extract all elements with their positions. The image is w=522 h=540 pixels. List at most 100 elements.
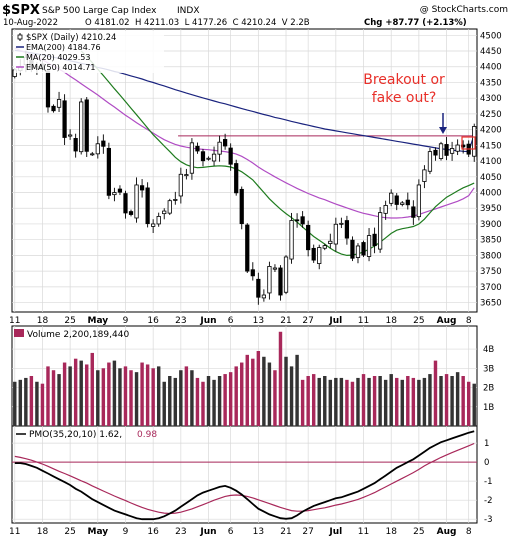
volume-bar <box>201 381 205 426</box>
volume-tick-label: 3B <box>483 364 494 374</box>
candle <box>328 233 333 249</box>
volume-bar <box>466 381 471 426</box>
volume-bar <box>395 377 399 426</box>
candle <box>184 168 189 180</box>
volume-bar <box>439 376 443 426</box>
volume-tick-label: 1B <box>483 403 494 413</box>
candle <box>206 156 211 161</box>
volume-bar <box>433 360 438 426</box>
volume-bar <box>35 381 39 426</box>
ema50-line <box>14 47 475 219</box>
x-tick-label: 13 <box>253 527 264 537</box>
x-tick-label: 13 <box>253 316 264 326</box>
volume-bar <box>68 366 72 426</box>
volume-bar <box>85 364 89 426</box>
candle <box>261 289 266 302</box>
volume-bar <box>145 364 150 426</box>
candle <box>178 167 183 204</box>
annotation-line1: Breakout or <box>363 72 445 88</box>
price-tick-label: 3750 <box>480 267 502 277</box>
pmo-line <box>14 430 475 521</box>
exchange-label: INDX <box>177 6 199 16</box>
date-label: 10-Aug-2022 <box>3 18 58 28</box>
volume-tick-label: 4B <box>483 345 494 355</box>
candle <box>101 134 106 154</box>
pmo-lines <box>14 430 475 521</box>
volume-bar <box>411 377 416 426</box>
candle <box>56 91 62 113</box>
x-tick-label: 23 <box>175 316 186 326</box>
candle <box>84 97 89 157</box>
candle <box>106 142 111 200</box>
volume-bar <box>284 356 288 426</box>
x-tick-label: 11 <box>9 316 20 326</box>
x-tick-label: 9 <box>123 527 129 537</box>
x-tick-label: Aug <box>437 527 457 537</box>
candle <box>45 68 51 113</box>
volume-bar <box>300 379 305 426</box>
candle <box>162 208 167 220</box>
volume-bar <box>345 379 349 426</box>
candle <box>383 200 388 220</box>
x-tick-label: 23 <box>175 527 186 537</box>
x-tick-label: 18 <box>385 527 397 537</box>
volume-bar <box>107 362 111 426</box>
x-tick-label: 27 <box>302 316 313 326</box>
volume-bar <box>378 376 382 426</box>
candle <box>278 265 283 301</box>
candle <box>444 136 449 161</box>
volume-bar <box>389 374 393 426</box>
x-axis-bottom: 11 18 25 May 9 16 23 Jun 6 13 21 27 Jul 11 18 25 Aug 8 <box>9 527 472 537</box>
volume-bar <box>57 374 61 426</box>
candle <box>128 209 134 217</box>
volume-bar <box>256 351 261 426</box>
candle <box>317 244 322 270</box>
candle <box>234 159 239 196</box>
volume-bar <box>96 370 100 426</box>
x-tick-label: 16 <box>147 316 159 326</box>
volume-bar <box>151 368 155 426</box>
candle <box>256 272 261 305</box>
volume-label-group: Volume 2,200,189,440 <box>14 329 129 340</box>
pmo-tick-label: 1 <box>484 439 489 449</box>
volume-bar <box>323 376 327 426</box>
volume-bar <box>273 370 277 426</box>
volume-bar <box>134 372 139 426</box>
candle <box>394 193 399 211</box>
volume-tick-label: 2B <box>483 384 494 394</box>
volume-bar <box>156 366 161 426</box>
x-tick-label: 11 <box>358 316 369 326</box>
volume-bar <box>40 383 45 426</box>
change-value: Chg +87.77 (+2.13%) <box>364 18 467 28</box>
pmo-tick-label: -2 <box>484 496 492 506</box>
volume-label: Volume 2,200,189,440 <box>27 330 129 340</box>
x-tick-label: 18 <box>37 316 49 326</box>
volume-bar <box>406 376 410 426</box>
volume-bar <box>223 374 227 426</box>
volume-bar <box>234 366 238 426</box>
candle <box>195 142 200 154</box>
candle <box>311 244 316 263</box>
price-tick-label: 4450 <box>480 47 502 57</box>
volume-bar <box>162 381 166 426</box>
candle <box>211 146 217 166</box>
volume-bar <box>24 377 28 426</box>
x-tick-label: Jun <box>199 316 216 326</box>
volume-bar <box>251 358 255 426</box>
volume-bar <box>212 379 216 426</box>
axis-labels: 3650 3700 3750 3800 3850 3900 3950 4000 4050 4100… <box>480 31 502 525</box>
pmo-panel <box>11 425 478 524</box>
x-tick-label: 6 <box>228 527 234 537</box>
price-candles <box>12 50 477 305</box>
volume-bar <box>367 377 371 426</box>
x-axis-top: 11 18 25 May 9 16 23 Jun 6 13 21 27 Jul 11 18 25 Aug 8 <box>9 316 472 326</box>
volume-bar <box>455 372 460 426</box>
candle <box>455 139 460 156</box>
volume-bar <box>450 376 454 426</box>
price-tick-label: 4300 <box>480 94 502 104</box>
volume-bar <box>245 354 249 426</box>
ma20-line <box>80 50 475 257</box>
x-tick-label: 16 <box>147 527 159 537</box>
volume-bar <box>267 362 272 426</box>
